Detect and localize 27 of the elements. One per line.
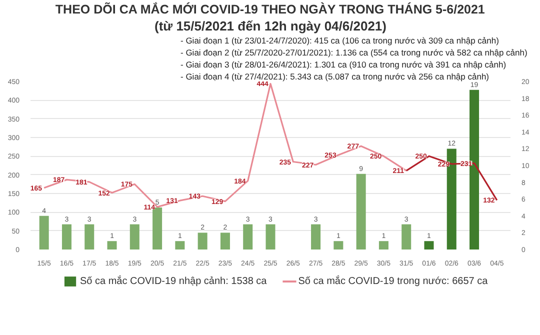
bar: [175, 241, 185, 250]
bar: [243, 224, 253, 250]
text: - Giai đoạn 1 (từ 23/01-24/7/2020): 415 ca (106 ca trong nước và 309 ca nhập cảnh): [180, 36, 500, 46]
text: - Giai đoạn 2 (từ 25/7/2020-27/01/2021): 1.136 ca (554 ca trong nước và 582 ca nhập cảnh): [180, 48, 528, 58]
chart-title: THEO DÕI CA MẮC MỚI COVID-19 THEO NGÀY TRONG THÁNG 5-6/2021: [55, 2, 485, 16]
bar: [198, 232, 208, 250]
text: - Giai đoạn 4 (từ 27/4/2021): 5.343 ca (5.087 ca trong nước và 256 ca nhập cảnh): [180, 72, 490, 82]
bar: [62, 224, 72, 250]
bar: [356, 174, 366, 250]
bar: [402, 224, 412, 250]
legend-label: Số ca mắc COVID-19 nhập cảnh: 1538 ca: [80, 275, 268, 287]
legend-label: Số ca mắc COVID-19 trong nước: 6657 ca: [298, 275, 488, 287]
bar: [334, 241, 344, 250]
bar: [424, 241, 434, 250]
bar: [107, 241, 117, 250]
line-series: [43, 82, 408, 208]
bar: [311, 224, 321, 250]
text: - Giai đoạn 3 (từ 28/01-26/4/2021): 1.301 ca (910 ca trong nước và 391 ca nhập cảnh): [180, 60, 506, 70]
bar: [39, 216, 49, 250]
bar: [378, 241, 388, 250]
chart-subtitle: (từ 15/5/2021 đến 12h ngày 04/6/2021): [154, 18, 386, 34]
bar: [266, 224, 276, 250]
line-series: [406, 155, 498, 202]
bar: [84, 224, 94, 250]
bar: [130, 224, 140, 250]
bar: [152, 208, 162, 250]
bar: [220, 232, 230, 250]
